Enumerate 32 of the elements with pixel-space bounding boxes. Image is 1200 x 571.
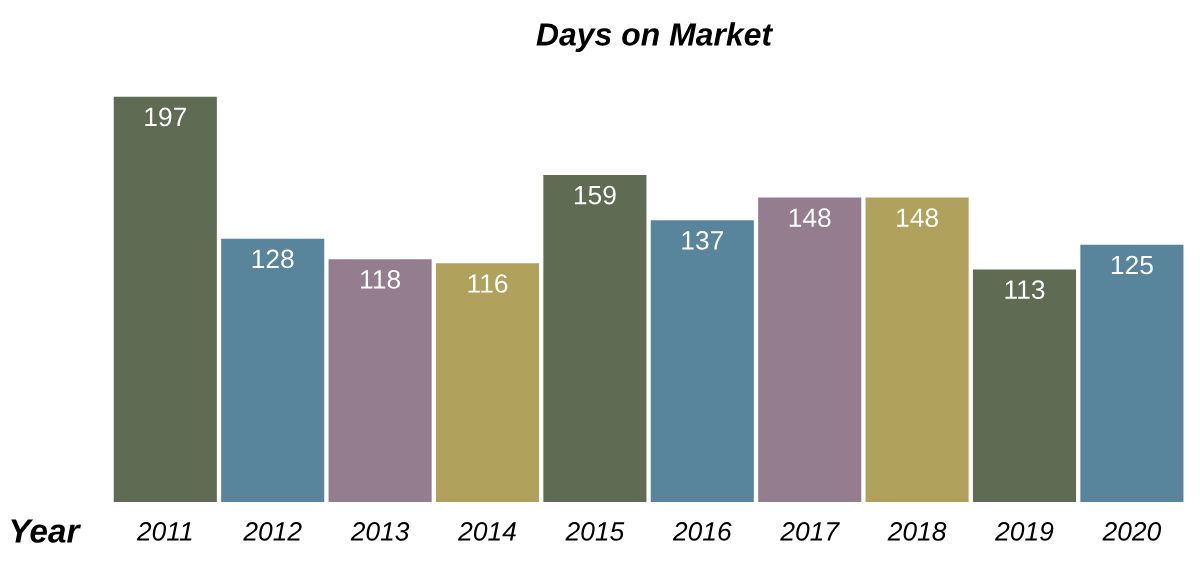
x-tick-label: 2020 — [1102, 522, 1162, 541]
data-label: 148 — [789, 208, 831, 228]
x-tick-label: 2011 — [136, 522, 192, 541]
x-tick-label: 2019 — [994, 522, 1054, 541]
bar — [865, 197, 969, 502]
x-tick-label: 2013 — [350, 522, 410, 541]
bar — [221, 238, 325, 502]
bar — [113, 96, 217, 502]
bar — [650, 220, 754, 502]
bar — [758, 197, 862, 502]
x-tick-label: 2018 — [887, 522, 947, 541]
data-label: 197 — [145, 107, 186, 127]
data-label: 128 — [252, 249, 294, 269]
x-tick-label: 2017 — [780, 522, 840, 541]
x-tick-label: 2014 — [457, 522, 516, 541]
x-axis-title: Year — [11, 519, 81, 543]
bar — [543, 174, 647, 502]
bar — [435, 263, 540, 502]
bar — [328, 259, 432, 502]
data-label: 159 — [574, 185, 616, 205]
data-label: 116 — [468, 274, 508, 293]
x-tick-label: 2016 — [672, 522, 732, 541]
data-label: 137 — [682, 230, 723, 250]
bar — [1080, 244, 1184, 502]
data-label: 113 — [1005, 280, 1045, 300]
x-tick-label: 2012 — [243, 522, 302, 541]
x-tick-label: 2015 — [565, 522, 625, 541]
data-label: 148 — [897, 208, 938, 228]
data-label: 118 — [361, 270, 400, 289]
data-label: 125 — [1111, 255, 1153, 275]
bar — [972, 269, 1077, 502]
chart-title: Days on Market — [536, 22, 774, 52]
